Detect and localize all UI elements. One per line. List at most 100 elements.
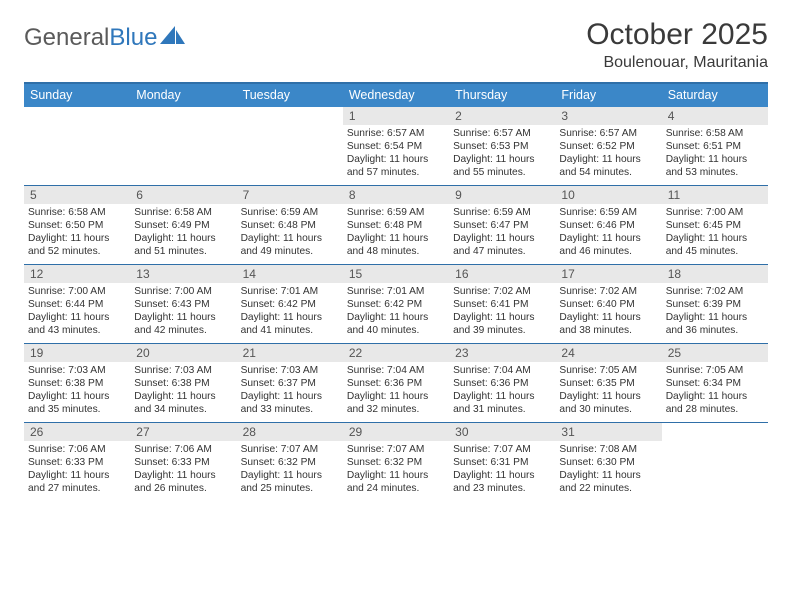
day-info-line: Daylight: 11 hours and 35 minutes. — [28, 390, 126, 416]
day-body: Sunrise: 7:02 AMSunset: 6:40 PMDaylight:… — [555, 283, 661, 339]
day-body: Sunrise: 7:00 AMSunset: 6:44 PMDaylight:… — [24, 283, 130, 339]
day-body — [662, 441, 768, 445]
day-info-line: Sunrise: 7:07 AM — [241, 443, 339, 456]
day-number: 4 — [662, 107, 768, 125]
weekday-header: Wednesday — [343, 84, 449, 107]
day-cell: 7Sunrise: 6:59 AMSunset: 6:48 PMDaylight… — [237, 186, 343, 264]
day-body: Sunrise: 7:04 AMSunset: 6:36 PMDaylight:… — [343, 362, 449, 418]
day-info-line: Sunset: 6:48 PM — [347, 219, 445, 232]
day-info-line: Sunset: 6:48 PM — [241, 219, 339, 232]
day-info-line: Sunrise: 7:05 AM — [666, 364, 764, 377]
day-info-line: Daylight: 11 hours and 57 minutes. — [347, 153, 445, 179]
day-body: Sunrise: 6:59 AMSunset: 6:48 PMDaylight:… — [237, 204, 343, 260]
day-info-line: Sunrise: 6:58 AM — [28, 206, 126, 219]
day-info-line: Daylight: 11 hours and 52 minutes. — [28, 232, 126, 258]
day-cell: 10Sunrise: 6:59 AMSunset: 6:46 PMDayligh… — [555, 186, 661, 264]
day-cell: 4Sunrise: 6:58 AMSunset: 6:51 PMDaylight… — [662, 107, 768, 185]
day-info-line: Daylight: 11 hours and 26 minutes. — [134, 469, 232, 495]
day-info-line: Sunrise: 7:00 AM — [666, 206, 764, 219]
day-number: 17 — [555, 265, 661, 283]
day-cell: 29Sunrise: 7:07 AMSunset: 6:32 PMDayligh… — [343, 423, 449, 501]
day-info-line: Daylight: 11 hours and 23 minutes. — [453, 469, 551, 495]
header: GeneralBlue October 2025 Boulenouar, Mau… — [24, 18, 768, 72]
day-body: Sunrise: 7:03 AMSunset: 6:38 PMDaylight:… — [130, 362, 236, 418]
day-body — [237, 125, 343, 129]
day-info-line: Sunrise: 6:57 AM — [559, 127, 657, 140]
day-body: Sunrise: 7:03 AMSunset: 6:38 PMDaylight:… — [24, 362, 130, 418]
day-info-line: Sunset: 6:33 PM — [134, 456, 232, 469]
day-info-line: Sunrise: 6:59 AM — [453, 206, 551, 219]
day-info-line: Sunset: 6:50 PM — [28, 219, 126, 232]
day-body: Sunrise: 7:07 AMSunset: 6:31 PMDaylight:… — [449, 441, 555, 497]
day-cell: 28Sunrise: 7:07 AMSunset: 6:32 PMDayligh… — [237, 423, 343, 501]
weekday-header: Saturday — [662, 84, 768, 107]
day-cell: 14Sunrise: 7:01 AMSunset: 6:42 PMDayligh… — [237, 265, 343, 343]
day-info-line: Daylight: 11 hours and 43 minutes. — [28, 311, 126, 337]
day-number: 1 — [343, 107, 449, 125]
day-cell — [662, 423, 768, 501]
day-info-line: Daylight: 11 hours and 55 minutes. — [453, 153, 551, 179]
day-body: Sunrise: 7:02 AMSunset: 6:41 PMDaylight:… — [449, 283, 555, 339]
day-cell: 12Sunrise: 7:00 AMSunset: 6:44 PMDayligh… — [24, 265, 130, 343]
day-info-line: Sunset: 6:33 PM — [28, 456, 126, 469]
day-number: 14 — [237, 265, 343, 283]
day-number: 2 — [449, 107, 555, 125]
day-info-line: Daylight: 11 hours and 42 minutes. — [134, 311, 232, 337]
weekday-header: Friday — [555, 84, 661, 107]
day-info-line: Sunrise: 7:01 AM — [241, 285, 339, 298]
day-body: Sunrise: 6:58 AMSunset: 6:50 PMDaylight:… — [24, 204, 130, 260]
day-info-line: Sunrise: 7:03 AM — [28, 364, 126, 377]
day-cell: 15Sunrise: 7:01 AMSunset: 6:42 PMDayligh… — [343, 265, 449, 343]
day-info-line: Sunrise: 6:58 AM — [134, 206, 232, 219]
day-info-line: Sunset: 6:49 PM — [134, 219, 232, 232]
day-number: 24 — [555, 344, 661, 362]
day-body: Sunrise: 6:59 AMSunset: 6:47 PMDaylight:… — [449, 204, 555, 260]
day-cell: 30Sunrise: 7:07 AMSunset: 6:31 PMDayligh… — [449, 423, 555, 501]
day-cell: 6 Sunrise: 6:58 AMSunset: 6:49 PMDaylight… — [130, 186, 236, 264]
day-info-line: Daylight: 11 hours and 32 minutes. — [347, 390, 445, 416]
day-cell: 5Sunrise: 6:58 AMSunset: 6:50 PMDaylight… — [24, 186, 130, 264]
sail-icon — [160, 26, 186, 51]
day-info-line: Sunrise: 7:00 AM — [28, 285, 126, 298]
logo-word-2: Blue — [109, 24, 157, 51]
day-info-line: Sunset: 6:41 PM — [453, 298, 551, 311]
day-info-line: Sunrise: 7:02 AM — [666, 285, 764, 298]
day-info-line: Daylight: 11 hours and 51 minutes. — [134, 232, 232, 258]
day-number: 15 — [343, 265, 449, 283]
day-cell: 22Sunrise: 7:04 AMSunset: 6:36 PMDayligh… — [343, 344, 449, 422]
day-info-line: Sunset: 6:32 PM — [347, 456, 445, 469]
day-number: 27 — [130, 423, 236, 441]
day-info-line: Sunrise: 7:06 AM — [134, 443, 232, 456]
day-info-line: Sunrise: 6:59 AM — [559, 206, 657, 219]
day-info-line: Sunrise: 6:57 AM — [347, 127, 445, 140]
day-info-line: Sunset: 6:31 PM — [453, 456, 551, 469]
day-info-line: Sunrise: 7:02 AM — [559, 285, 657, 298]
day-cell — [130, 107, 236, 185]
day-info-line: Sunrise: 7:03 AM — [241, 364, 339, 377]
day-info-line: Daylight: 11 hours and 27 minutes. — [28, 469, 126, 495]
day-info-line: Sunrise: 7:00 AM — [134, 285, 232, 298]
day-number: 12 — [24, 265, 130, 283]
day-info-line: Daylight: 11 hours and 41 minutes. — [241, 311, 339, 337]
day-info-line: Sunrise: 7:03 AM — [134, 364, 232, 377]
day-info-line: Sunrise: 6:58 AM — [666, 127, 764, 140]
weeks-container: 1Sunrise: 6:57 AMSunset: 6:54 PMDaylight… — [24, 107, 768, 501]
day-info-line: Sunset: 6:35 PM — [559, 377, 657, 390]
day-info-line: Sunrise: 7:06 AM — [28, 443, 126, 456]
day-number: 28 — [237, 423, 343, 441]
day-body: Sunrise: 7:02 AMSunset: 6:39 PMDaylight:… — [662, 283, 768, 339]
week-row: 12Sunrise: 7:00 AMSunset: 6:44 PMDayligh… — [24, 265, 768, 344]
day-number: 29 — [343, 423, 449, 441]
day-number: 19 — [24, 344, 130, 362]
day-cell: 27 Sunrise: 7:06 AMSunset: 6:33 PMDayligh… — [130, 423, 236, 501]
day-number: 6 — [130, 186, 236, 204]
day-number: 11 — [662, 186, 768, 204]
day-cell: 21Sunrise: 7:03 AMSunset: 6:37 PMDayligh… — [237, 344, 343, 422]
day-number: 3 — [555, 107, 661, 125]
day-info-line: Sunrise: 7:04 AM — [453, 364, 551, 377]
day-info-line: Sunset: 6:38 PM — [28, 377, 126, 390]
day-info-line: Sunrise: 6:59 AM — [241, 206, 339, 219]
day-info-line: Sunset: 6:30 PM — [559, 456, 657, 469]
day-body: Sunrise: 7:06 AMSunset: 6:33 PMDaylight:… — [24, 441, 130, 497]
calendar-page: GeneralBlue October 2025 Boulenouar, Mau… — [0, 0, 792, 501]
